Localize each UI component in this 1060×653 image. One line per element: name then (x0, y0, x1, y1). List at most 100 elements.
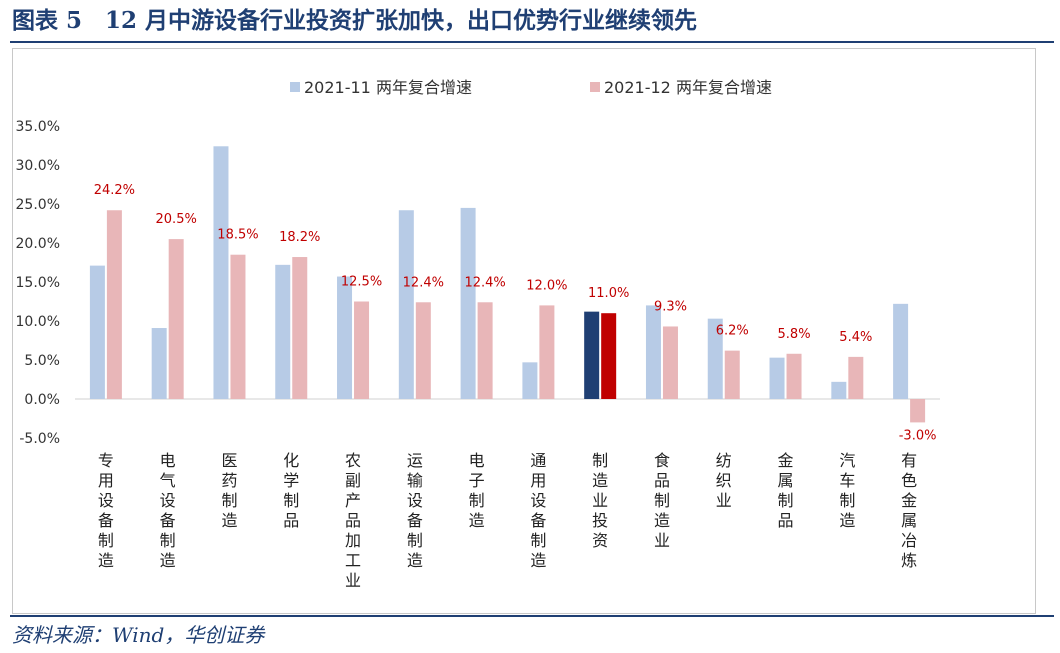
bar-series-1 (584, 311, 600, 399)
category-label-char: 造 (839, 511, 855, 530)
category-label-char: 造 (221, 511, 237, 530)
category-label-char: 资 (592, 531, 608, 550)
category-label-char: 品 (654, 471, 670, 490)
bar-series-1 (398, 210, 414, 399)
title-rule (10, 41, 1054, 43)
bar-series-1 (89, 265, 105, 399)
category-label-char: 产 (345, 491, 361, 510)
data-label: 9.3% (654, 299, 687, 314)
category-label-char: 设 (98, 491, 114, 510)
category-label-char: 备 (160, 511, 176, 530)
bar-series-2 (230, 254, 246, 399)
category-label-char: 制 (98, 531, 114, 550)
footer-rule (10, 615, 1054, 617)
category-label-char: 金 (778, 451, 794, 470)
category-label-char: 品 (283, 511, 299, 530)
y-tick-label: 25.0% (16, 197, 60, 213)
category-label-char: 电 (160, 451, 176, 470)
category-label-char: 设 (407, 491, 423, 510)
bar-series-2 (848, 356, 864, 399)
category-label-char: 有 (901, 451, 917, 470)
bar-series-2 (292, 257, 308, 399)
category-label-char: 造 (654, 511, 670, 530)
data-label: 11.0% (588, 286, 629, 301)
category-label-char: 造 (98, 551, 114, 570)
category-label-char: 纺 (716, 451, 732, 470)
category-label-char: 制 (778, 491, 794, 510)
category-label-char: 业 (345, 571, 361, 590)
bar-series-1 (213, 146, 229, 399)
bar-series-1 (707, 318, 723, 399)
bar-series-1 (893, 303, 909, 399)
bar-series-1 (275, 264, 291, 399)
data-label: 18.5% (217, 228, 258, 243)
category-label-char: 制 (283, 491, 299, 510)
category-label-char: 运 (407, 451, 423, 470)
bar-series-2 (601, 313, 617, 399)
bar-series-1 (522, 362, 538, 399)
bar-series-2 (539, 305, 555, 399)
category-label-char: 制 (839, 491, 855, 510)
category-label-char: 业 (716, 491, 732, 510)
legend-swatch (590, 82, 600, 92)
y-tick-label: 20.0% (16, 236, 60, 252)
bar-series-1 (831, 381, 847, 399)
data-label: -3.0% (899, 428, 937, 443)
category-label-char: 品 (778, 511, 794, 530)
category-label-char: 加 (345, 531, 361, 550)
category-label-char: 药 (221, 471, 237, 490)
data-label: 6.2% (716, 324, 749, 339)
category-label-char: 制 (654, 491, 670, 510)
bar-series-2 (106, 210, 122, 399)
category-label-char: 气 (160, 471, 176, 490)
category-label-char: 备 (530, 511, 546, 530)
category-label-char: 输 (407, 471, 423, 490)
bar-series-2 (724, 350, 740, 399)
category-label-char: 医 (221, 451, 237, 470)
category-label-char: 制 (592, 451, 608, 470)
category-label-char: 制 (530, 531, 546, 550)
category-label-char: 业 (592, 491, 608, 510)
category-label-char: 化 (283, 451, 299, 470)
category-label-char: 用 (98, 471, 114, 490)
category-label-char: 通 (530, 451, 546, 470)
category-label-char: 色 (901, 471, 917, 490)
data-label: 18.2% (279, 230, 320, 245)
category-label-char: 汽 (839, 451, 855, 470)
bar-series-2 (786, 353, 802, 399)
category-label-char: 备 (407, 511, 423, 530)
y-tick-label: 30.0% (16, 158, 60, 174)
category-label-char: 农 (345, 451, 361, 470)
category-label-char: 业 (654, 531, 670, 550)
category-label-char: 制 (407, 531, 423, 550)
bar-series-2 (354, 301, 370, 399)
bar-series-2 (168, 239, 184, 399)
bar-series-2 (910, 399, 926, 423)
source-note: 资料来源：Wind，华创证券 (12, 623, 265, 647)
bar-series-2 (477, 302, 493, 399)
y-tick-label: 15.0% (16, 275, 60, 291)
category-label-char: 子 (469, 471, 485, 490)
figure-title: 图表 5 12 月中游设备行业投资扩张加快，出口优势行业继续领先 (12, 7, 698, 34)
data-label: 12.5% (341, 275, 382, 290)
category-label-char: 金 (901, 491, 917, 510)
bar-series-1 (337, 276, 353, 399)
category-label-char: 造 (530, 551, 546, 570)
bar-series-2 (415, 302, 431, 399)
category-label-char: 车 (839, 471, 855, 490)
category-label-char: 制 (221, 491, 237, 510)
data-label: 20.5% (156, 212, 197, 227)
legend-label: 2021-12 两年复合增速 (604, 78, 772, 97)
category-label-char: 属 (778, 471, 794, 490)
category-label-char: 食 (654, 451, 670, 470)
data-label: 24.2% (94, 183, 135, 198)
bar-series-2 (662, 326, 678, 399)
y-tick-label: 35.0% (16, 119, 60, 135)
category-label-char: 织 (716, 471, 732, 490)
category-label-char: 工 (345, 551, 361, 570)
data-label: 12.4% (464, 275, 505, 290)
category-label-char: 造 (160, 551, 176, 570)
chart-frame (12, 48, 1036, 614)
category-label-char: 品 (345, 511, 361, 530)
